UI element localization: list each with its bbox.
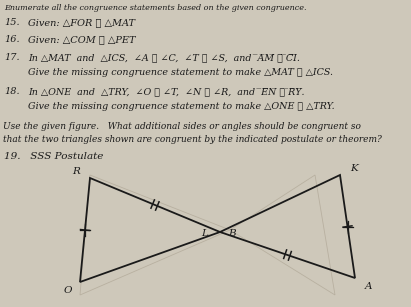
Text: 19.   SSS Postulate: 19. SSS Postulate bbox=[4, 152, 104, 161]
Text: K: K bbox=[350, 164, 358, 173]
Text: L: L bbox=[201, 230, 208, 239]
Text: Given: △FOR ≅ △MAT: Given: △FOR ≅ △MAT bbox=[28, 18, 135, 27]
Text: 17.: 17. bbox=[4, 53, 20, 62]
Text: R: R bbox=[72, 167, 80, 176]
Text: that the two triangles shown are congruent by the indicated postulate or theorem: that the two triangles shown are congrue… bbox=[3, 135, 382, 144]
Text: B: B bbox=[228, 230, 236, 239]
Text: Given: △COM ≅ △PET: Given: △COM ≅ △PET bbox=[28, 35, 136, 44]
Text: 18.: 18. bbox=[4, 87, 20, 96]
Text: Use the given figure.   What additional sides or angles should be congruent so: Use the given figure. What additional si… bbox=[3, 122, 361, 131]
Text: Enumerate all the congruence statements based on the given congruence.: Enumerate all the congruence statements … bbox=[4, 4, 307, 12]
Text: O: O bbox=[64, 286, 72, 295]
Text: 15.: 15. bbox=[4, 18, 20, 27]
Text: Give the missing congruence statement to make △ONE ≅ △TRY.: Give the missing congruence statement to… bbox=[28, 102, 335, 111]
Text: Give the missing congruence statement to make △MAT ≅ △ICS.: Give the missing congruence statement to… bbox=[28, 68, 333, 77]
Text: 16.: 16. bbox=[4, 35, 20, 44]
Text: A: A bbox=[365, 282, 372, 291]
Text: In △MAT  and  △ICS,  ∠A ≅ ∠C,  ∠T ≅ ∠S,  and  ̅A̅M̅ ≅ ̅C̅I̅.: In △MAT and △ICS, ∠A ≅ ∠C, ∠T ≅ ∠S, and … bbox=[28, 53, 300, 62]
Text: In △ONE  and  △TRY,  ∠O ≅ ∠T,  ∠N ≅ ∠R,  and  ̅E̅N̅ ≅ ̅R̅Y̅.: In △ONE and △TRY, ∠O ≅ ∠T, ∠N ≅ ∠R, and … bbox=[28, 87, 305, 96]
